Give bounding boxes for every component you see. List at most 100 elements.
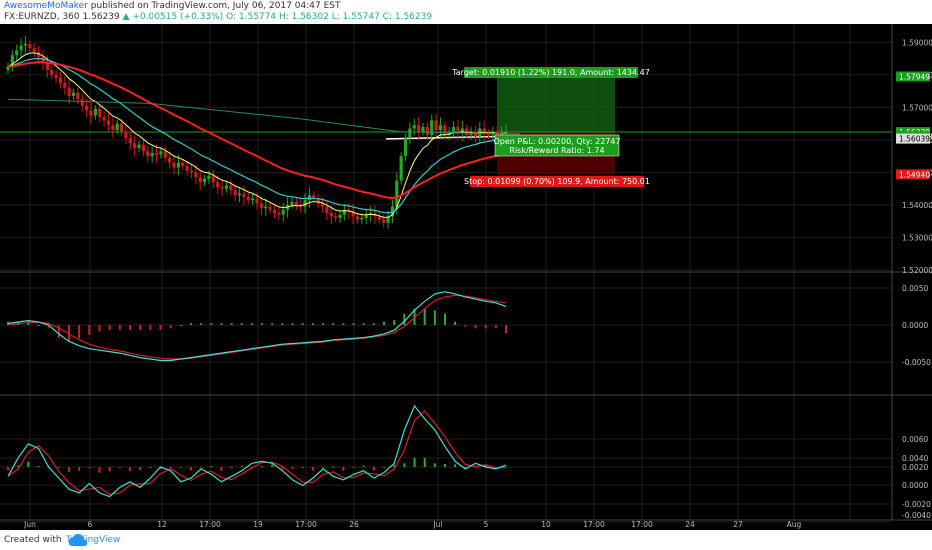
candle-body bbox=[438, 125, 443, 131]
candle-body bbox=[355, 216, 360, 220]
osc-hist-bar bbox=[454, 464, 457, 467]
candle-body bbox=[382, 219, 386, 223]
candle-body bbox=[456, 126, 460, 134]
price-tick: 1.53000 bbox=[902, 233, 932, 242]
osc-hist-bar bbox=[139, 467, 142, 471]
macd-pane bbox=[7, 291, 507, 362]
open-pl-label: Open P&L: 0.00200, Qty: 22747 bbox=[493, 137, 620, 146]
candle-body bbox=[351, 211, 355, 217]
macd-hist-bar bbox=[230, 323, 233, 325]
osc-tick: 0.0020 bbox=[902, 463, 928, 472]
osc-hist-bar bbox=[240, 465, 243, 467]
macd-hist-bar bbox=[342, 323, 345, 325]
macd-hist-bar bbox=[169, 325, 172, 329]
candle-body bbox=[364, 214, 368, 218]
grid-lines bbox=[0, 24, 932, 523]
candle-body bbox=[312, 195, 316, 199]
candle-body bbox=[377, 216, 381, 220]
osc-hist-bar bbox=[332, 466, 335, 468]
macd-hist-bar bbox=[423, 308, 426, 325]
osc-hist-bar bbox=[169, 467, 172, 468]
osc-hist-bar bbox=[271, 464, 274, 467]
candle-body bbox=[141, 144, 146, 152]
candle-body bbox=[168, 157, 172, 163]
candle-body bbox=[447, 131, 451, 135]
candle-body bbox=[325, 206, 329, 214]
macd-hist-bar bbox=[332, 323, 335, 325]
candle-body bbox=[85, 105, 89, 111]
time-tick: 6 bbox=[88, 520, 93, 529]
price-tag-box bbox=[896, 71, 930, 82]
candle-body bbox=[334, 216, 338, 218]
candle-body bbox=[119, 123, 124, 132]
candle-body bbox=[172, 162, 176, 168]
candle-body bbox=[189, 170, 194, 173]
symbol-line: FX:EURNZD, 360 1.56239 ▲ +0.00515 (+0.33… bbox=[4, 12, 432, 22]
osc-hist-bar bbox=[149, 466, 152, 468]
tradingview-brand[interactable]: TradingView bbox=[66, 535, 121, 545]
time-tick: 24 bbox=[685, 520, 695, 529]
triangle-up-icon: ▲ bbox=[122, 12, 130, 22]
candle-body bbox=[93, 108, 97, 116]
target-label: Target: 0.01910 (1.22%) 191.0, Amount: 1… bbox=[451, 68, 650, 77]
time-tick: Jul bbox=[432, 520, 442, 529]
candle-body bbox=[251, 198, 255, 201]
candle-body bbox=[430, 120, 434, 135]
osc-hist-bar bbox=[27, 461, 30, 467]
candle-body bbox=[465, 128, 469, 135]
macd-hist-bar bbox=[250, 323, 253, 325]
macd-tick: -0.0050 bbox=[902, 358, 931, 367]
candle-body bbox=[71, 92, 76, 96]
time-tick: 26 bbox=[349, 520, 359, 529]
candle-body bbox=[124, 131, 128, 139]
chart-area[interactable]: Target: 0.01910 (1.22%) 191.0, Amount: 1… bbox=[0, 24, 932, 530]
candle-body bbox=[67, 87, 71, 96]
macd-hist-bar bbox=[281, 323, 284, 325]
osc-hist-bar bbox=[291, 467, 294, 469]
candle-body bbox=[500, 133, 504, 136]
last-price: 1.56239 bbox=[82, 12, 120, 22]
macd-hist-bar bbox=[189, 323, 192, 325]
price-tag: 1.54940 bbox=[899, 170, 930, 179]
candle-body bbox=[207, 175, 211, 179]
time-tick: 5 bbox=[484, 520, 489, 529]
candle-body bbox=[342, 209, 346, 215]
moving-averages bbox=[7, 52, 521, 218]
macd-hist-bar bbox=[301, 323, 304, 325]
candle-body bbox=[316, 198, 320, 204]
candle-body bbox=[220, 187, 224, 189]
candle-body bbox=[202, 178, 207, 183]
osc-hist-bar bbox=[261, 466, 264, 468]
osc-hist-bar bbox=[444, 463, 447, 467]
osc-line bbox=[7, 404, 507, 498]
axes: 1.590001.580001.570001.560001.550001.540… bbox=[23, 38, 932, 529]
time-tick: Jun bbox=[23, 520, 36, 529]
author-link[interactable]: AwesomeMoMaker bbox=[4, 1, 88, 11]
time-tick: 27 bbox=[733, 520, 743, 529]
price-tick: 1.59000 bbox=[902, 38, 932, 47]
osc-hist-bar bbox=[7, 467, 9, 471]
candle-body bbox=[268, 206, 272, 210]
candle-body bbox=[281, 209, 285, 215]
time-tick: 12 bbox=[157, 520, 167, 529]
candle-body bbox=[89, 110, 93, 116]
symbol-label: FX:EURNZD, 360 bbox=[4, 12, 80, 22]
candle-body bbox=[76, 92, 80, 100]
price-tick: 1.52000 bbox=[902, 266, 932, 275]
macd-hist-bar bbox=[159, 325, 162, 330]
publish-line: AwesomeMoMaker published on TradingView.… bbox=[4, 1, 341, 11]
candle-body bbox=[425, 126, 429, 135]
published-text: published on TradingView.com, July 06, 2… bbox=[90, 1, 341, 11]
candle-body bbox=[486, 133, 491, 135]
candle-body bbox=[229, 185, 233, 191]
candle-body bbox=[272, 209, 277, 214]
price-tag: 1.56039 bbox=[899, 135, 930, 144]
osc-hist-bar bbox=[301, 467, 304, 468]
candle-body bbox=[473, 131, 478, 137]
macd-hist-bar bbox=[139, 325, 142, 330]
osc-tick: 0.0000 bbox=[902, 481, 928, 490]
macd-hist-bar bbox=[433, 310, 436, 325]
candle-body bbox=[290, 201, 294, 205]
candle-body bbox=[115, 123, 119, 131]
macd-hist-bar bbox=[240, 323, 243, 325]
